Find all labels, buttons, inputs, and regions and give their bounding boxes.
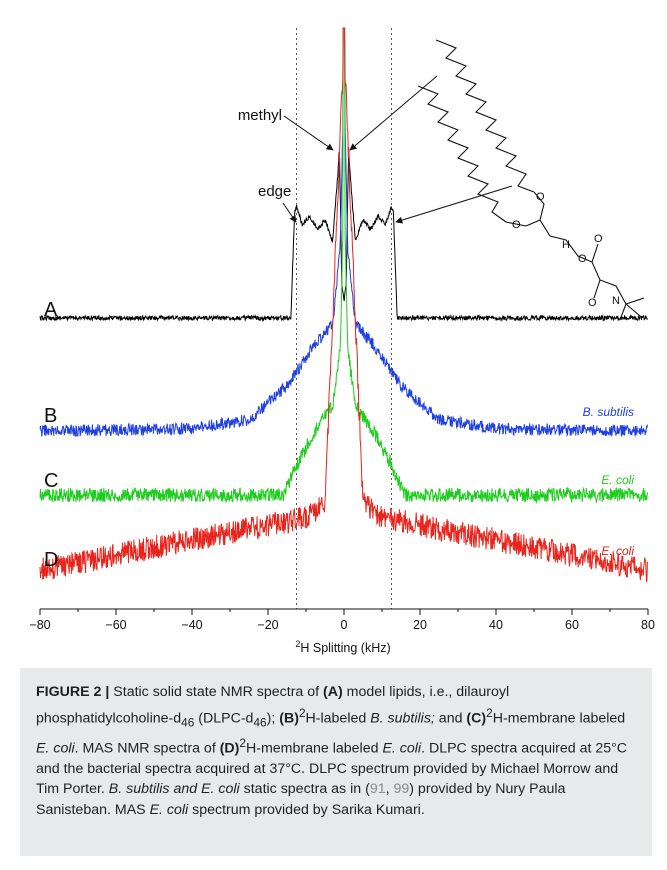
- caption-text: H-membrane labeled: [492, 710, 626, 727]
- caption-figure-label: FIGURE 2 |: [36, 684, 110, 700]
- caption-text: H-labeled: [305, 710, 371, 727]
- caption-italic: B. subtilis;: [370, 710, 435, 727]
- nmr-spectra-figure: A B B. subtilis C E. coli D E. coli O O H O O …: [29, 27, 655, 655]
- trace-label-a: A: [44, 299, 58, 321]
- x-axis-title: 2H Splitting (kHz): [295, 639, 390, 655]
- caption-subscript: 46: [253, 715, 267, 730]
- species-label-d: E. coli: [601, 544, 634, 558]
- svg-text:O: O: [536, 191, 545, 203]
- caption-reference-link[interactable]: 99: [393, 781, 410, 798]
- caption-italic: E. coli: [36, 740, 75, 757]
- caption-superscript: 2: [486, 705, 493, 720]
- caption-italic: E. coli: [382, 740, 422, 757]
- spectrum-trace-b: [39, 27, 648, 438]
- x-tick-label: −60: [105, 618, 126, 632]
- caption-text: Static solid state NMR spectra of: [109, 684, 324, 700]
- methyl-arrow-right: [349, 75, 438, 151]
- trace-label-c: C: [44, 470, 58, 492]
- x-tick-label: 60: [565, 618, 579, 632]
- methyl-annotation: methyl: [238, 107, 282, 124]
- caption-text: ) provided by Nury Paula Sanisteban. MAS: [36, 781, 566, 818]
- x-axis-title-text: H Splitting (kHz): [300, 641, 390, 655]
- caption-text: );: [266, 710, 280, 727]
- caption-text: and: [434, 710, 467, 727]
- caption-text: static spectra as in (: [239, 781, 370, 798]
- x-tick-label: 20: [413, 618, 427, 632]
- svg-text:O: O: [578, 253, 587, 265]
- x-axis-title-sup: 2: [295, 639, 300, 649]
- svg-text:O: O: [588, 297, 597, 309]
- caption-text: . MAS NMR spectra of: [74, 740, 220, 757]
- figure-caption-box: FIGURE 2 | Static solid state NMR spectr…: [20, 668, 652, 856]
- trace-label-b: B: [44, 405, 57, 427]
- svg-text:N: N: [612, 295, 620, 307]
- caption-superscript: 2: [298, 705, 306, 720]
- caption-text: . DLPC spectra acquired at 25°C and the …: [36, 740, 628, 798]
- annotation-arrows: [282, 75, 513, 224]
- trace-label-d: D: [44, 549, 58, 571]
- x-axis: −80 −60 −40 −20 0 20 40 60 80: [29, 608, 655, 632]
- caption-italic: E. coli: [149, 801, 189, 818]
- trace-labels: A B B. subtilis C E. coli D E. coli: [44, 299, 634, 571]
- caption-text: H-membrane labeled: [246, 740, 383, 757]
- caption-italic: B. subtilis and E. coli: [108, 781, 240, 798]
- edge-arrow-left: [282, 202, 297, 223]
- x-tick-label: −40: [181, 618, 202, 632]
- svg-text:H: H: [562, 239, 570, 251]
- caption-panel-ref: (B): [279, 710, 299, 727]
- x-tick-label: 40: [489, 618, 503, 632]
- spectrum-trace-a: [39, 148, 649, 323]
- caption-panel-ref: (D): [219, 740, 240, 757]
- caption-text: (DLPC-d: [194, 710, 254, 727]
- figure-caption: FIGURE 2 | Static solid state NMR spectr…: [36, 682, 636, 820]
- x-tick-label: −20: [257, 618, 278, 632]
- svg-text:O: O: [512, 219, 521, 231]
- species-label-b: B. subtilis: [583, 405, 634, 419]
- svg-text:O: O: [594, 233, 603, 245]
- caption-panel-ref: (C): [466, 710, 487, 727]
- x-tick-label: 80: [641, 618, 655, 632]
- caption-text: model lipids, i.e., dilauroyl phosphatid…: [36, 684, 510, 727]
- dlpc-structure-diagram: O O H O O O N: [417, 39, 645, 321]
- species-label-c: E. coli: [601, 473, 634, 487]
- caption-reference-link[interactable]: 91: [369, 781, 386, 798]
- x-tick-label: 0: [341, 618, 348, 632]
- caption-text: ,: [385, 781, 394, 798]
- spectrum-trace-d: [39, 27, 649, 583]
- methyl-arrow-left: [283, 115, 334, 151]
- edge-arrow-right: [395, 185, 513, 224]
- caption-superscript: 2: [239, 735, 246, 750]
- spectra-traces: [39, 27, 649, 583]
- x-tick-label: −80: [29, 618, 50, 632]
- edge-annotation: edge: [258, 183, 291, 200]
- caption-subscript: 46: [181, 715, 195, 730]
- caption-panel-ref: (A): [323, 684, 343, 700]
- caption-text: spectrum provided by Sarika Kumari.: [188, 801, 425, 818]
